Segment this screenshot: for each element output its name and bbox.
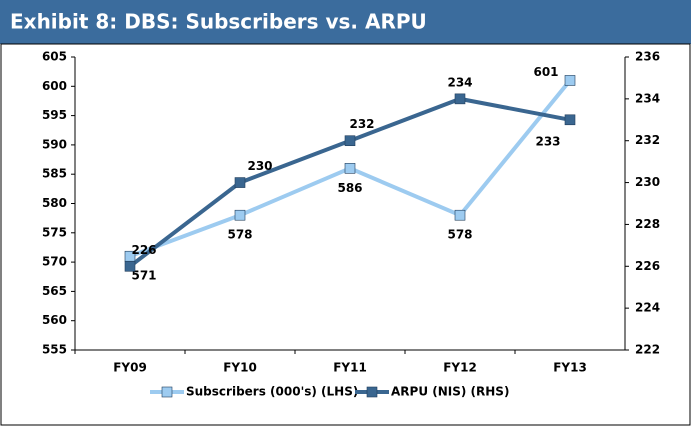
data-label: 233 (535, 134, 560, 148)
y-tick-label: 585 (42, 167, 67, 181)
data-label: 586 (337, 181, 362, 195)
point-marker (234, 209, 246, 221)
y2-tick-label: 224 (635, 301, 660, 315)
data-label: 578 (227, 228, 252, 242)
y-tick-label: 555 (42, 343, 67, 357)
chart-title: Exhibit 8: DBS: Subscribers vs. ARPU (10, 10, 427, 34)
y-tick-label: 575 (42, 225, 67, 239)
y2-tick-label: 222 (635, 343, 660, 357)
y-tick-label: 560 (42, 313, 67, 327)
data-label: 232 (349, 117, 374, 131)
legend-label: Subscribers (000's) (LHS) (186, 385, 358, 399)
data-label: 601 (533, 65, 558, 79)
x-tick-label: FY12 (443, 361, 477, 375)
legend-marker (161, 386, 173, 398)
x-tick-label: FY10 (223, 361, 257, 375)
y-tick-label: 580 (42, 196, 67, 210)
y2-tick-label: 226 (635, 259, 660, 273)
chart-frame (0, 43, 691, 426)
data-label: 226 (131, 243, 156, 257)
y-tick-label: 595 (42, 108, 67, 122)
y-tick-label: 600 (42, 79, 67, 93)
y-tick-label: 570 (42, 255, 67, 269)
legend-marker (366, 386, 378, 398)
point-marker (234, 177, 246, 188)
y2-tick-label: 234 (635, 91, 660, 105)
data-label: 578 (447, 228, 472, 242)
y2-tick-label: 230 (635, 175, 660, 189)
data-label: 234 (447, 75, 472, 89)
point-marker (454, 93, 466, 105)
legend-label: ARPU (NIS) (RHS) (391, 385, 509, 399)
y2-tick-label: 232 (635, 133, 660, 147)
data-label: 571 (131, 269, 156, 283)
y-tick-label: 605 (42, 50, 67, 64)
y2-tick-label: 236 (635, 50, 660, 64)
y2-tick-label: 228 (635, 217, 660, 231)
point-marker (344, 163, 356, 174)
data-label: 230 (247, 159, 272, 173)
y-tick-label: 590 (42, 137, 67, 151)
title-bar (0, 0, 691, 44)
y-tick-label: 565 (42, 284, 67, 298)
point-marker (124, 260, 136, 272)
x-tick-label: FY13 (553, 361, 587, 375)
x-tick-label: FY11 (333, 361, 367, 375)
x-tick-label: FY09 (113, 361, 147, 375)
point-marker (564, 75, 576, 86)
point-marker (344, 135, 356, 147)
point-marker (454, 209, 466, 221)
point-marker (564, 114, 576, 126)
